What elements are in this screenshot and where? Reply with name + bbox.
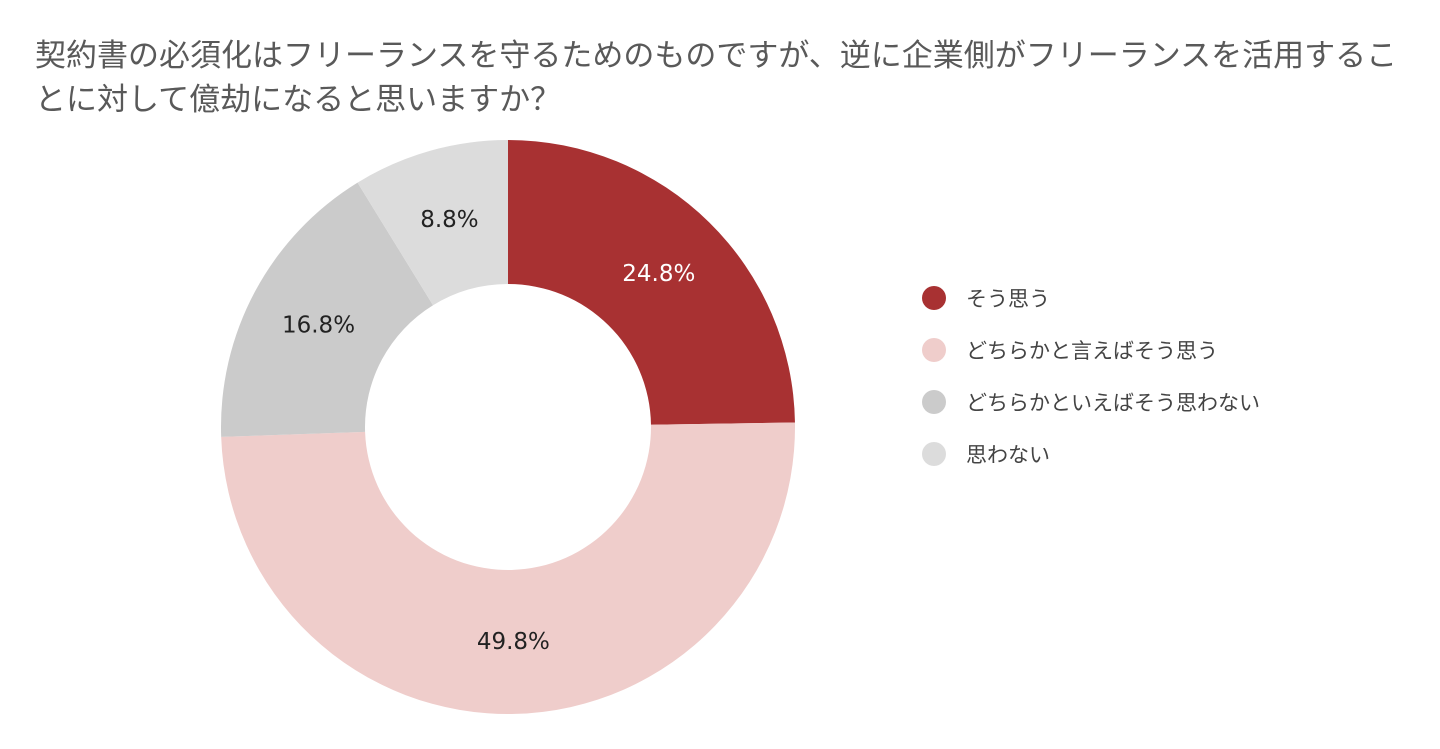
legend-label-somewhat-agree: どちらかと言えばそう思う <box>966 339 1218 363</box>
legend-swatch-somewhat-disagree <box>922 390 946 414</box>
legend-item-somewhat-disagree: どちらかといえばそう思わない <box>922 376 1260 428</box>
slice-label-disagree: 8.8% <box>420 207 478 233</box>
slice-label-agree: 24.8% <box>622 261 695 287</box>
legend-item-agree: そう思う <box>922 272 1260 324</box>
legend-swatch-agree <box>922 286 946 310</box>
slice-label-somewhat-disagree: 16.8% <box>282 312 355 338</box>
legend-label-somewhat-disagree: どちらかといえばそう思わない <box>966 391 1260 415</box>
chart-title: 契約書の必須化はフリーランスを守るためのものですが、逆に企業側がフリーランスを活… <box>35 38 1398 118</box>
legend: そう思う どちらかと言えばそう思う どちらかといえばそう思わない 思わない <box>922 272 1260 480</box>
legend-item-somewhat-agree: どちらかと言えばそう思う <box>922 324 1260 376</box>
slice-somewhat-agree <box>221 422 796 715</box>
legend-swatch-disagree <box>922 442 946 466</box>
legend-swatch-somewhat-agree <box>922 338 946 362</box>
slice-disagree <box>357 140 508 306</box>
slice-label-somewhat-agree: 49.8% <box>477 629 550 655</box>
legend-label-disagree: 思わない <box>966 443 1050 467</box>
legend-item-disagree: 思わない <box>922 428 1260 480</box>
legend-label-agree: そう思う <box>966 287 1050 311</box>
slice-agree <box>508 140 795 425</box>
slice-somewhat-disagree <box>221 182 434 437</box>
